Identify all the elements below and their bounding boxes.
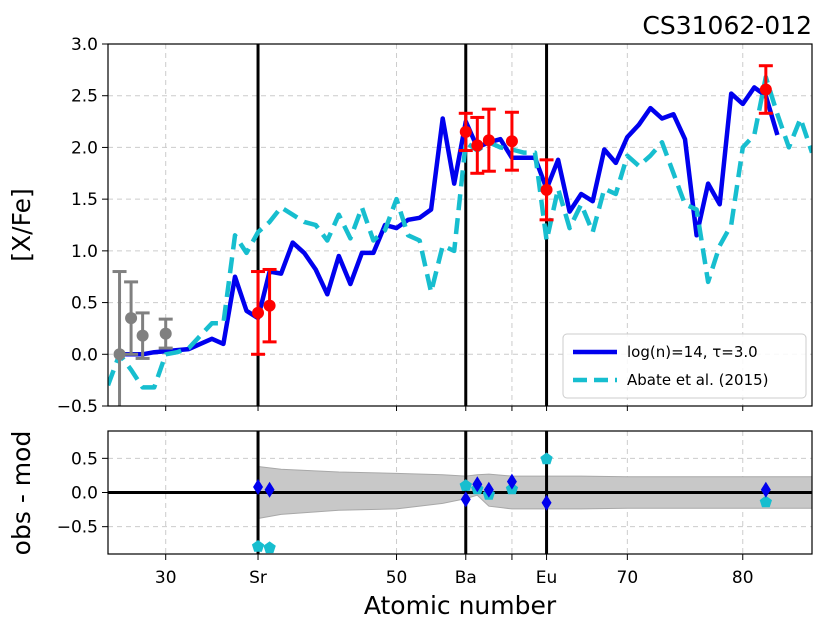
xtick-label: 70: [617, 568, 639, 588]
observation-point: [471, 139, 484, 152]
literature-residual-marker: [263, 541, 276, 554]
observation-point: [263, 299, 276, 312]
bottom-ytick-label: 0.0: [71, 484, 98, 504]
top-frame: [107, 43, 813, 407]
top-y-axis: −0.5 0.0 0.5 1.0 1.5 2.0 2.5 3.0: [57, 35, 108, 417]
limit-point: [113, 348, 126, 361]
model-residual-marker: [264, 481, 275, 498]
xtick-label: Ba: [455, 568, 477, 588]
xtick-label: 30: [155, 568, 177, 588]
top-ytick-label: −0.5: [57, 397, 98, 417]
top-panel: −0.5 0.0 0.5 1.0 1.5 2.0 2.5 3.0 [X/Fe] log(n)=…: [7, 35, 813, 417]
literature-line: [108, 74, 812, 390]
xtick-label: Sr: [249, 568, 267, 588]
chart-title: CS31062-012: [642, 11, 812, 40]
model-residual-marker: [460, 491, 471, 508]
xtick-label: 80: [732, 568, 754, 588]
top-ytick-label: 0.5: [71, 294, 98, 314]
observation-point: [505, 135, 518, 148]
bottom-ytick-label: −0.5: [57, 518, 98, 538]
limit-point: [125, 312, 138, 325]
top-ylabel: [X/Fe]: [7, 188, 36, 261]
literature-residual-marker: [759, 495, 772, 508]
observation-point: [252, 306, 265, 319]
model-residual-marker: [760, 481, 771, 498]
observation-point: [482, 134, 495, 147]
limit-point: [136, 329, 149, 342]
model-residual-marker: [506, 473, 517, 490]
limit-point: [159, 327, 172, 340]
literature-residual-marker: [459, 479, 472, 491]
bottom-y-axis: −0.5 0.0 0.5: [57, 449, 108, 538]
bottom-residuals: [251, 452, 772, 554]
bottom-ytick-label: 0.5: [71, 449, 98, 469]
observation-point: [459, 125, 472, 138]
top-ytick-label: 3.0: [71, 35, 98, 55]
xtick-label: 50: [386, 568, 408, 588]
legend-literature-label: Abate et al. (2015): [627, 371, 769, 389]
bottom-ylabel: obs - mod: [7, 431, 36, 556]
bottom-uncertainty-band: [108, 465, 812, 520]
model-residual-marker: [541, 494, 552, 511]
top-points: [112, 64, 773, 406]
model-line: [119, 85, 780, 357]
literature-residual-marker: [540, 452, 553, 465]
bottom-panel: −0.5 0.0 0.5 30 Sr 50 Ba Eu 70 80 obs - mod Atom…: [7, 406, 813, 620]
top-ytick-label: 1.0: [71, 242, 98, 262]
legend-model-label: log(n)=14, τ=3.0: [627, 343, 758, 361]
x-axis-label: Atomic number: [364, 591, 557, 620]
legend: log(n)=14, τ=3.0 Abate et al. (2015): [562, 333, 807, 399]
observation-point: [540, 183, 553, 196]
observation-point: [759, 83, 772, 96]
top-ytick-label: 0.0: [71, 345, 98, 365]
top-ytick-label: 1.5: [71, 190, 98, 210]
top-ytick-label: 2.5: [71, 87, 98, 107]
model-residual-marker: [472, 476, 483, 493]
xtick-label: Eu: [536, 568, 558, 588]
model-residual-marker: [253, 479, 264, 496]
model-residual-marker: [483, 481, 494, 498]
literature-residual-marker: [251, 540, 265, 552]
x-axis: 30 Sr 50 Ba Eu 70 80: [155, 406, 754, 588]
top-series: [108, 74, 812, 390]
top-ytick-label: 2.0: [71, 138, 98, 158]
legend-box: [562, 333, 807, 399]
